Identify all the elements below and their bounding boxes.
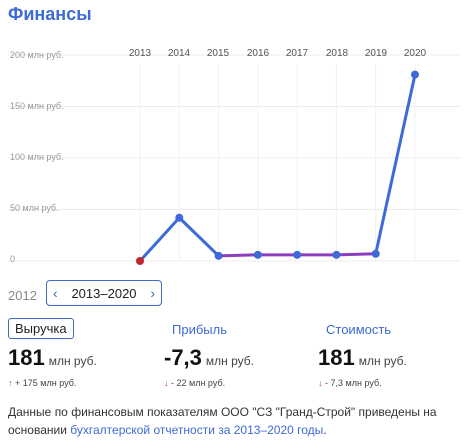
- data-point[interactable]: [175, 213, 184, 222]
- metric-label: Выручка: [8, 318, 74, 339]
- data-point[interactable]: [293, 250, 302, 259]
- metric-tab-revenue[interactable]: Выручка: [8, 318, 74, 339]
- x-tick-label: 2016: [246, 48, 270, 59]
- metric-label: Стоимость: [326, 322, 392, 337]
- y-tick-label: 200 млн руб.: [10, 50, 64, 60]
- metric-tab-value[interactable]: Стоимость: [326, 321, 391, 339]
- arrow-up-icon: ↑: [8, 378, 13, 388]
- metric-number: 181: [318, 345, 355, 370]
- metric-tab-profit[interactable]: Прибыль: [172, 321, 227, 339]
- metric-value: -7,3 млн руб.: [164, 345, 254, 371]
- data-point[interactable]: [332, 250, 341, 259]
- metric-delta: ↓ - 7,3 млн руб.: [318, 378, 382, 388]
- year-range-label: 2013–2020: [71, 285, 137, 301]
- y-tick-label: 100 млн руб.: [10, 152, 64, 162]
- chart-canvas: [8, 54, 460, 265]
- metric-value: 181 млн руб.: [8, 345, 97, 371]
- metric-value: 181 млн руб.: [318, 345, 407, 371]
- footer-text: Данные по финансовым показателям ООО "СЗ…: [8, 405, 437, 437]
- series-line-segment: [217, 253, 260, 258]
- y-tick-label: 0: [10, 254, 16, 264]
- year-range-selector[interactable]: ‹ 2013–2020 ›: [46, 280, 162, 306]
- x-tick-label: 2015: [206, 48, 230, 59]
- delta-text: - 22 млн руб.: [171, 378, 226, 388]
- x-tick-label: 2020: [403, 48, 427, 59]
- x-tick-label: 2013: [128, 48, 152, 59]
- data-point[interactable]: [136, 257, 144, 265]
- metric-unit: млн руб.: [48, 354, 97, 368]
- metric-delta: ↑ + 175 млн руб.: [8, 378, 76, 388]
- section-title: Финансы: [8, 4, 92, 24]
- metric-number: -7,3: [164, 345, 202, 370]
- metric-label: Прибыль: [172, 322, 227, 337]
- data-point[interactable]: [411, 70, 419, 79]
- data-point[interactable]: [253, 250, 262, 259]
- metric-delta: ↓ - 22 млн руб.: [164, 378, 225, 388]
- x-tick-label: 2018: [325, 48, 349, 59]
- delta-text: + 175 млн руб.: [15, 378, 77, 388]
- accounting-report-link[interactable]: бухгалтерской отчетности за 2013–2020 го…: [70, 423, 324, 437]
- data-source-note: Данные по финансовым показателям ООО "СЗ…: [8, 403, 458, 439]
- series-line-segment: [334, 252, 378, 257]
- metric-unit: млн руб.: [358, 354, 407, 368]
- delta-text: - 7,3 млн руб.: [325, 378, 382, 388]
- previous-year-link[interactable]: 2012: [8, 288, 37, 303]
- x-tick-label: 2014: [167, 48, 191, 59]
- metric-unit: млн руб.: [205, 354, 255, 368]
- series-line-segment: [138, 216, 181, 263]
- data-point[interactable]: [214, 251, 223, 260]
- chevron-right-icon[interactable]: ›: [150, 285, 155, 301]
- series-line-segment: [374, 73, 417, 256]
- arrow-down-icon: ↓: [318, 378, 323, 388]
- metric-number: 181: [8, 345, 45, 370]
- x-tick-label: 2017: [285, 48, 309, 59]
- chevron-left-icon[interactable]: ‹: [53, 285, 58, 301]
- arrow-down-icon: ↓: [164, 378, 169, 388]
- y-tick-label: 50 млн руб.: [10, 203, 59, 213]
- data-point[interactable]: [371, 249, 380, 258]
- footer-end: .: [323, 423, 327, 437]
- series-line-segment: [177, 216, 221, 258]
- y-tick-label: 150 млн руб.: [10, 101, 64, 111]
- x-tick-label: 2019: [364, 48, 388, 59]
- finance-chart: 200 млн руб. 150 млн руб. 100 млн руб. 5…: [0, 40, 468, 270]
